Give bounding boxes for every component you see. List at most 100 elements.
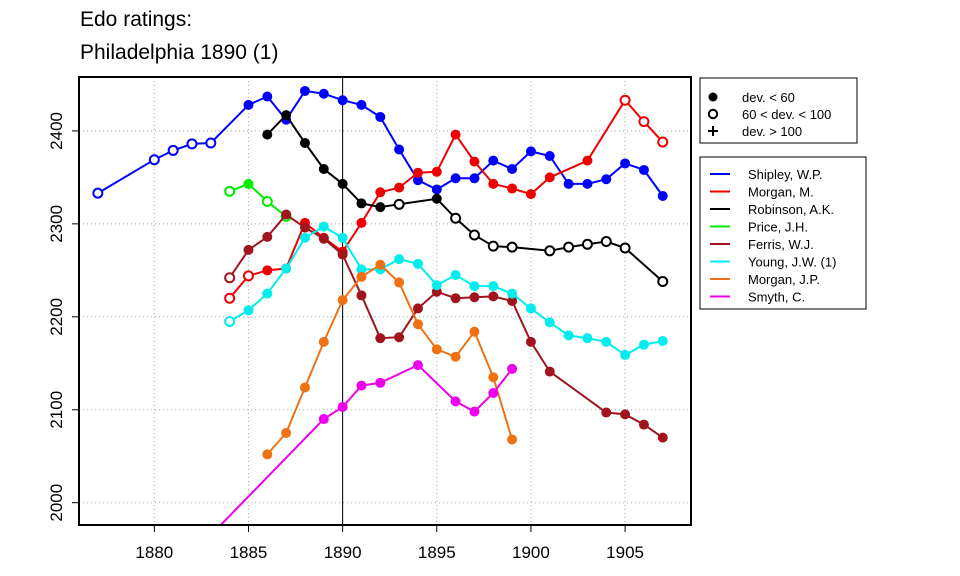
- series-legend-label: Shipley, W.P.: [748, 167, 823, 182]
- data-point: [394, 332, 405, 343]
- data-point: [394, 277, 405, 288]
- data-point: [337, 401, 348, 412]
- data-point: [544, 151, 555, 162]
- data-point: [657, 335, 668, 346]
- x-tick-label: 1895: [418, 543, 456, 562]
- data-point: [281, 427, 292, 438]
- data-point: [525, 336, 536, 347]
- data-point-open: [224, 272, 236, 284]
- filled-circle-icon: [708, 92, 718, 102]
- data-point-open: [186, 138, 198, 150]
- data-point: [431, 193, 442, 204]
- data-point: [337, 295, 348, 306]
- data-point: [281, 209, 292, 220]
- data-point: [356, 264, 367, 275]
- data-point-open: [205, 137, 217, 149]
- data-point: [375, 259, 386, 270]
- data-point-open: [619, 242, 631, 254]
- data-point: [638, 339, 649, 350]
- series-line: [97, 89, 664, 197]
- series-line: [266, 113, 664, 283]
- x-tick-label: 1900: [512, 543, 550, 562]
- data-point: [375, 111, 386, 122]
- data-point-open: [224, 315, 236, 327]
- data-point-open: [619, 94, 631, 106]
- data-point: [620, 409, 631, 420]
- data-point: [469, 281, 480, 292]
- chart-subtitle: Philadelphia 1890 (1): [80, 41, 279, 64]
- series-legend-box: [699, 156, 867, 310]
- data-point: [507, 164, 518, 175]
- series-legend-label: Morgan, M.: [748, 185, 814, 200]
- data-point: [450, 173, 461, 184]
- y-tick-label: 2300: [47, 205, 66, 243]
- data-point: [262, 91, 273, 102]
- data-point: [582, 178, 593, 189]
- x-tick-label: 1885: [230, 543, 268, 562]
- series-morgan-j-p: [262, 259, 518, 460]
- data-point: [394, 254, 405, 265]
- series-smyth-c: [219, 360, 518, 525]
- data-point-open: [224, 185, 236, 197]
- data-point: [507, 434, 518, 445]
- data-point: [507, 296, 518, 306]
- legend: dev. < 60 60 < dev. < 100 dev. > 100 Shiple…: [699, 77, 867, 310]
- series-young-j-w-1: [224, 221, 668, 360]
- data-point: [262, 265, 273, 276]
- data-point: [299, 137, 310, 148]
- data-point-open: [468, 229, 480, 241]
- y-tick-label: 2200: [47, 298, 66, 336]
- data-point-open: [148, 154, 160, 166]
- data-point-open: [393, 198, 405, 210]
- data-point: [318, 336, 329, 347]
- data-point-open: [450, 212, 462, 224]
- data-point: [544, 317, 555, 328]
- data-point: [356, 380, 367, 391]
- data-point: [243, 244, 254, 255]
- y-tick-label: 2400: [47, 112, 66, 150]
- series-legend-label: Ferris, W.J.: [748, 237, 814, 252]
- data-point: [412, 360, 423, 371]
- data-point: [657, 190, 668, 201]
- data-point-open: [167, 144, 179, 156]
- data-point: [299, 85, 310, 96]
- series-price-j-h: [224, 178, 292, 222]
- data-point: [544, 172, 555, 183]
- data-point-open: [242, 270, 254, 282]
- data-point: [281, 110, 292, 121]
- data-point: [318, 221, 329, 232]
- data-point: [488, 281, 499, 292]
- data-point: [431, 184, 442, 195]
- data-point: [563, 330, 574, 341]
- data-point: [318, 414, 329, 425]
- data-point: [356, 198, 367, 209]
- marker-legend-label: dev. > 100: [742, 124, 802, 139]
- series-robinson-a-k: [262, 110, 669, 287]
- data-point: [544, 366, 555, 377]
- marker-legend-box: [699, 77, 858, 144]
- data-point: [450, 351, 461, 362]
- data-point: [412, 319, 423, 330]
- data-point-open: [506, 241, 518, 253]
- series-line: [228, 213, 664, 439]
- data-point: [356, 290, 367, 301]
- data-point: [318, 233, 329, 244]
- data-point: [262, 288, 273, 299]
- data-point: [582, 333, 593, 344]
- data-point: [299, 382, 310, 393]
- data-point: [431, 344, 442, 355]
- data-point-open: [657, 136, 669, 148]
- data-point: [507, 183, 518, 194]
- data-point: [356, 99, 367, 110]
- data-point-open: [261, 196, 273, 208]
- data-point: [657, 432, 668, 443]
- data-point: [488, 178, 499, 189]
- data-point: [620, 158, 631, 169]
- data-point: [412, 167, 423, 178]
- x-tick-label: 1890: [324, 543, 362, 562]
- data-point: [507, 288, 518, 299]
- data-point: [356, 217, 367, 228]
- data-point: [262, 449, 273, 460]
- data-point: [469, 292, 480, 303]
